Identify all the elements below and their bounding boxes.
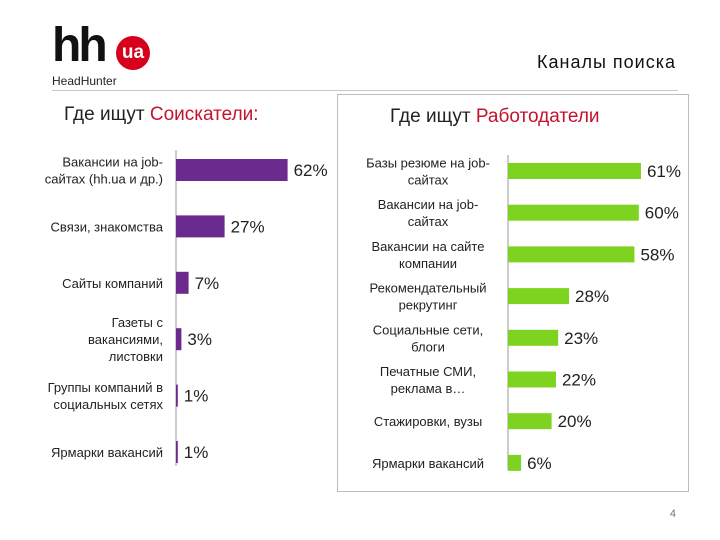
category-label: Связи, знакомства (51, 219, 164, 234)
value-label: 1% (184, 443, 209, 462)
logo-name: HeadHunter (52, 74, 117, 88)
bar (508, 413, 552, 430)
logo-mark: hh (52, 19, 108, 72)
category-label: блоги (411, 339, 445, 354)
category-label: Сайты компаний (62, 276, 163, 291)
right-title-highlight: Работодатели (475, 106, 600, 127)
bar (176, 159, 288, 181)
left-title-prefix: Где ищут (64, 104, 150, 125)
bar (176, 384, 178, 407)
page-number: 4 (669, 508, 676, 520)
employers-bar-chart: 61% Базы резюме на job-сайтах 60% Вакансии … (366, 155, 681, 473)
category-label: Социальные сети, (373, 322, 483, 337)
category-label: Ярмарки вакансий (372, 456, 484, 471)
bar (176, 215, 225, 238)
value-label: 62% (294, 161, 328, 180)
category-label: реклама в… (391, 381, 466, 396)
bar (508, 371, 556, 388)
category-label: сайтах (hh.ua и др.) (45, 172, 163, 187)
category-label: рекрутинг (399, 298, 458, 313)
category-label: вакансиями, (88, 332, 163, 347)
value-label: 7% (195, 274, 220, 293)
category-label: листовки (109, 349, 163, 364)
bar (176, 271, 189, 294)
job-seekers-bar-chart: 62% Вакансии на job-сайтах (hh.ua и др.) 2… (45, 150, 328, 466)
value-label: 3% (187, 330, 212, 349)
left-title-highlight: Соискатели: (149, 104, 259, 125)
category-label: Рекомендательный (369, 281, 486, 296)
right-title-prefix: Где ищут (390, 106, 476, 127)
right-panel-frame (337, 94, 689, 492)
value-label: 23% (564, 329, 598, 348)
bar (176, 441, 178, 463)
value-label: 22% (562, 371, 596, 390)
headhunter-logo: hh ua HeadHunter (52, 22, 152, 90)
category-label: Стажировки, вузы (374, 414, 482, 429)
value-label: 20% (558, 412, 592, 431)
category-label: социальных сетях (53, 397, 163, 412)
category-label: Вакансии на job- (378, 197, 479, 212)
left-panel-title: Где ищут Соискатели: (64, 104, 259, 126)
right-panel-title: Где ищут Работодатели (390, 106, 600, 128)
category-label: Вакансии на сайте (372, 239, 485, 254)
bar (508, 329, 559, 346)
title-divider (52, 90, 678, 91)
bar (508, 246, 635, 263)
category-label: сайтах (408, 214, 449, 229)
bar (176, 328, 182, 351)
value-label: 27% (231, 217, 265, 236)
category-label: компании (399, 256, 457, 271)
category-label: сайтах (408, 173, 449, 188)
category-label: Ярмарки вакансий (51, 445, 163, 460)
value-label: 61% (647, 162, 681, 181)
category-label: Печатные СМИ, (380, 364, 476, 379)
value-label: 6% (527, 454, 552, 473)
category-label: Базы резюме на job- (366, 156, 490, 171)
logo-badge: ua (116, 36, 150, 70)
category-label: Газеты с (112, 315, 164, 330)
bar (508, 454, 522, 471)
bar (508, 163, 641, 179)
bar (508, 288, 570, 305)
bar (508, 204, 639, 221)
value-label: 58% (640, 245, 674, 264)
category-label: Группы компаний в (48, 380, 164, 395)
slide-title: Каналы поиска (537, 52, 676, 72)
value-label: 60% (645, 204, 679, 223)
value-label: 28% (575, 287, 609, 306)
value-label: 1% (184, 387, 209, 406)
category-label: Вакансии на job- (62, 155, 163, 170)
